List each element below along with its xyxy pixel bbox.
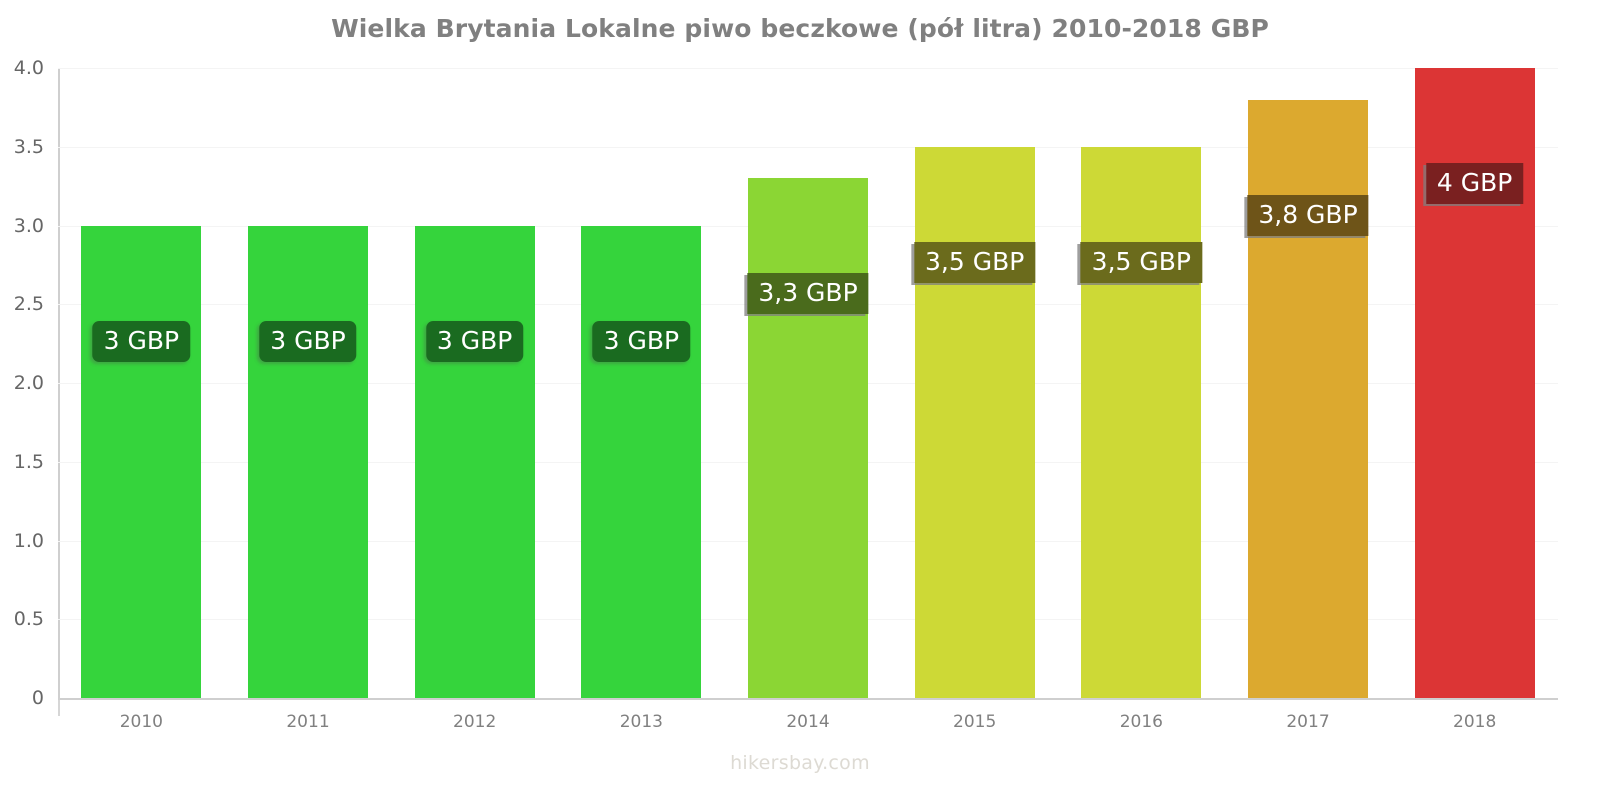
value-label-2018: 4 GBP	[1425, 163, 1524, 204]
value-label-2015: 3,5 GBP	[914, 241, 1036, 283]
value-label-2013: 3 GBP	[592, 320, 691, 362]
y-axis-tick-label: 1.0	[13, 529, 44, 552]
x-axis-origin-tick	[58, 700, 60, 716]
value-label-2012: 3 GBP	[425, 320, 524, 362]
bar-2013[interactable]	[581, 225, 702, 698]
x-axis-tick-label-2010: 2010	[119, 712, 163, 732]
value-label-2010: 3 GBP	[92, 320, 191, 362]
x-axis-tick-label-2011: 2011	[286, 712, 330, 732]
bar-2016[interactable]	[1081, 146, 1202, 698]
chart-title: Wielka Brytania Lokalne piwo beczkowe (p…	[331, 14, 1269, 43]
bar-2017[interactable]	[1248, 99, 1368, 698]
x-axis-tick-label-2018: 2018	[1453, 712, 1497, 732]
x-axis-line	[58, 698, 1558, 700]
x-axis-tick-label-2015: 2015	[953, 712, 997, 732]
y-axis-tick-label: 0.5	[13, 608, 44, 631]
bar-2014[interactable]	[748, 178, 868, 698]
bar-2015[interactable]	[914, 146, 1035, 698]
y-axis-tick-label: 2.5	[13, 293, 44, 316]
y-axis-tick-label: 2.0	[13, 372, 44, 394]
footer-credit: hikersbay.com	[730, 752, 870, 774]
y-axis-tick-label: 4.0	[13, 57, 44, 79]
x-axis-tick-label-2014: 2014	[786, 712, 830, 732]
x-axis-tick-label-2016: 2016	[1119, 712, 1163, 732]
y-axis-tick-label: 1.5	[13, 450, 44, 473]
x-axis-tick-label-2012: 2012	[453, 712, 497, 732]
y-axis-tick-label: 0	[31, 687, 44, 709]
value-label-2016: 3,5 GBP	[1080, 241, 1202, 283]
bar-2012[interactable]	[414, 225, 535, 698]
value-label-2017: 3,8 GBP	[1247, 194, 1369, 236]
x-axis-tick-label-2017: 2017	[1286, 712, 1330, 732]
gridline	[58, 68, 1558, 69]
bar-2010[interactable]	[81, 225, 202, 698]
value-label-2014: 3,3 GBP	[747, 273, 869, 315]
y-axis-tick-label: 3.5	[13, 135, 44, 158]
y-axis-tick-label: 3.0	[13, 214, 44, 237]
value-label-2011: 3 GBP	[259, 320, 357, 362]
gridline	[58, 146, 1558, 148]
bar-2011[interactable]	[248, 225, 368, 698]
x-axis-tick-label-2013: 2013	[619, 712, 663, 732]
plot-area: 3 GBP 3 GBP 3 GBP 3 GBP 3,3 GBP 3,5 GBP 3,5 GB…	[58, 68, 1558, 698]
